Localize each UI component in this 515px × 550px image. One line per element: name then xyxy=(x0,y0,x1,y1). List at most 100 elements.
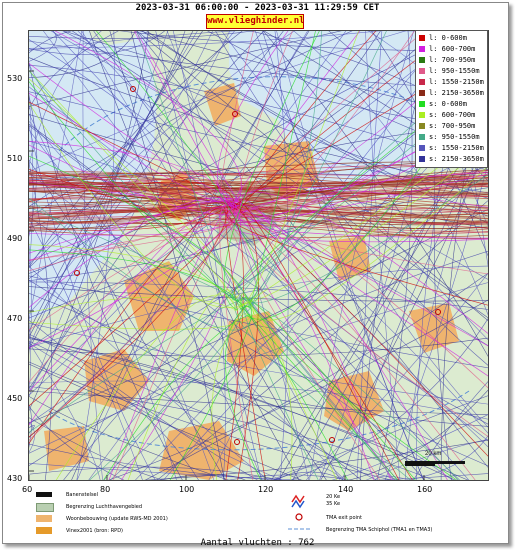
flight-track xyxy=(29,323,488,405)
flight-track xyxy=(29,208,234,383)
flight-track xyxy=(406,435,488,480)
flight-track xyxy=(29,217,143,480)
tma-exit-label: TMA exit point xyxy=(326,515,363,521)
flight-track xyxy=(127,289,238,480)
flight-track xyxy=(29,31,102,167)
flight-track xyxy=(29,31,119,110)
flight-track xyxy=(241,293,338,480)
legend-item: s: 0-600m xyxy=(419,99,487,110)
flight-track xyxy=(348,389,488,480)
flight-track xyxy=(245,296,458,480)
flight-track xyxy=(226,208,476,480)
flight-track xyxy=(29,175,488,223)
flight-track xyxy=(29,298,254,433)
flight-track xyxy=(29,31,136,78)
flight-track xyxy=(225,304,262,480)
flight-track xyxy=(29,244,237,308)
flight-track xyxy=(413,381,488,480)
flight-track xyxy=(29,190,488,209)
x-tick-label: 100 xyxy=(179,485,195,494)
flight-track xyxy=(29,197,488,223)
flight-track xyxy=(29,179,488,189)
flight-track xyxy=(29,296,239,313)
footer-label: Begrenzing Luchthavengebied xyxy=(66,504,143,510)
legend-item: s: 600-700m xyxy=(419,110,487,121)
legend-item: s: 950-1550m xyxy=(419,132,487,143)
legend-item: s: 700-950m xyxy=(419,121,487,132)
flight-track xyxy=(29,31,186,269)
flight-track xyxy=(290,317,488,480)
flight-track xyxy=(29,320,32,393)
flight-track xyxy=(29,129,346,480)
flight-track xyxy=(376,31,413,480)
y-tick-label: 450 xyxy=(7,394,23,403)
flight-track xyxy=(211,300,253,480)
flight-track xyxy=(241,186,488,208)
y-tick-label: 530 xyxy=(7,74,23,83)
y-tick-label: 510 xyxy=(7,154,23,163)
flight-track xyxy=(262,31,424,480)
flight-track xyxy=(29,31,194,338)
x-tick-label: 140 xyxy=(338,485,354,494)
flight-track xyxy=(356,31,383,480)
flight-track xyxy=(29,198,235,262)
legend-swatch xyxy=(419,57,425,63)
flight-track xyxy=(29,201,241,445)
brand-link[interactable]: www.vlieghinder.nl xyxy=(206,14,305,29)
flight-track xyxy=(233,31,415,217)
flight-track xyxy=(242,31,377,201)
tma-exit-points xyxy=(74,86,441,445)
flight-track xyxy=(29,187,488,319)
legend-swatch xyxy=(419,134,425,140)
flight-track xyxy=(50,31,488,280)
flight-track xyxy=(239,31,360,305)
flight-tracks xyxy=(29,31,488,480)
flight-track xyxy=(29,213,242,349)
tma-boundary-icon xyxy=(288,528,310,530)
flight-track xyxy=(224,207,375,480)
legend-swatch xyxy=(419,112,425,118)
flight-track xyxy=(29,265,269,480)
flight-track xyxy=(71,31,310,480)
legend-swatch xyxy=(419,79,425,85)
flight-track xyxy=(244,312,293,480)
flight-track xyxy=(29,39,488,434)
flight-track xyxy=(233,196,394,480)
flight-track xyxy=(29,31,347,396)
flight-track xyxy=(228,208,488,437)
flight-track xyxy=(227,204,448,480)
flight-track xyxy=(29,340,199,480)
legend-swatch xyxy=(419,90,425,96)
flight-track xyxy=(243,305,319,480)
flight-track xyxy=(29,120,263,480)
flight-track xyxy=(29,213,250,262)
flight-track xyxy=(29,31,73,54)
noise-contour-icon xyxy=(291,494,305,509)
flight-track xyxy=(219,204,254,480)
footer-label: Vinex2001 (bron: RPD) xyxy=(66,528,123,534)
flight-track xyxy=(29,181,235,209)
flight-track xyxy=(234,297,412,480)
tma-boundary-label: Begrenzing TMA Schiphol (TMA1 en TMA3) xyxy=(326,527,433,533)
flight-track xyxy=(29,207,226,231)
flight-track xyxy=(144,272,488,480)
flight-track xyxy=(215,31,488,366)
footer-label: Banenstelsel xyxy=(66,492,99,498)
airport-boundary-swatch xyxy=(36,503,54,512)
flight-track xyxy=(172,31,226,480)
flight-track xyxy=(29,125,488,425)
flight-track xyxy=(29,102,249,309)
flight-track xyxy=(234,199,392,480)
flight-track xyxy=(169,306,252,480)
flight-track xyxy=(88,31,450,480)
flight-track xyxy=(239,144,488,306)
flight-track xyxy=(29,363,302,480)
flight-track xyxy=(29,92,242,207)
flight-track xyxy=(29,63,215,480)
legend-swatch xyxy=(419,101,425,107)
flight-track xyxy=(29,78,240,298)
flight-track xyxy=(166,31,309,480)
flight-track xyxy=(29,275,488,369)
flight-track xyxy=(272,466,343,480)
flight-track xyxy=(384,162,488,480)
